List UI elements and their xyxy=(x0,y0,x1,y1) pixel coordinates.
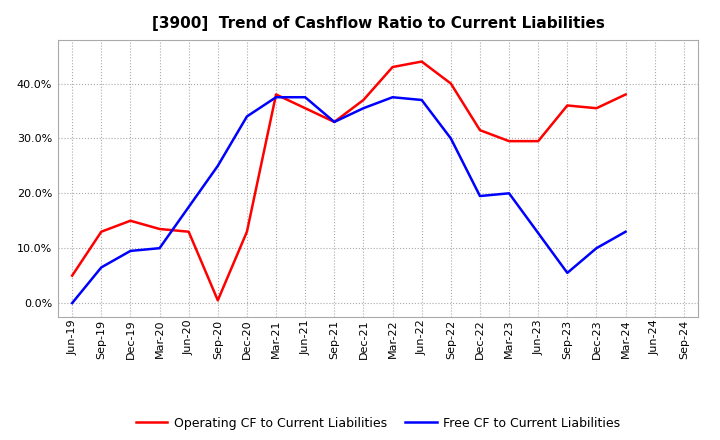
Free CF to Current Liabilities xyxy=(592,246,600,251)
Operating CF to Current Liabilities xyxy=(68,273,76,278)
Free CF to Current Liabilities xyxy=(359,106,368,111)
Operating CF to Current Liabilities xyxy=(592,106,600,111)
Operating CF to Current Liabilities xyxy=(97,229,106,235)
Line: Operating CF to Current Liabilities: Operating CF to Current Liabilities xyxy=(72,62,626,301)
Operating CF to Current Liabilities xyxy=(126,218,135,224)
Operating CF to Current Liabilities xyxy=(271,92,280,97)
Free CF to Current Liabilities xyxy=(271,95,280,100)
Free CF to Current Liabilities xyxy=(68,301,76,306)
Operating CF to Current Liabilities xyxy=(156,226,164,231)
Free CF to Current Liabilities xyxy=(446,136,455,141)
Operating CF to Current Liabilities xyxy=(184,229,193,235)
Operating CF to Current Liabilities xyxy=(388,64,397,70)
Free CF to Current Liabilities xyxy=(126,248,135,253)
Legend: Operating CF to Current Liabilities, Free CF to Current Liabilities: Operating CF to Current Liabilities, Fre… xyxy=(131,412,625,435)
Free CF to Current Liabilities xyxy=(301,95,310,100)
Operating CF to Current Liabilities xyxy=(534,139,543,144)
Operating CF to Current Liabilities xyxy=(359,97,368,103)
Title: [3900]  Trend of Cashflow Ratio to Current Liabilities: [3900] Trend of Cashflow Ratio to Curren… xyxy=(152,16,604,32)
Operating CF to Current Liabilities xyxy=(446,81,455,86)
Free CF to Current Liabilities xyxy=(476,194,485,199)
Free CF to Current Liabilities xyxy=(97,265,106,270)
Operating CF to Current Liabilities xyxy=(563,103,572,108)
Free CF to Current Liabilities xyxy=(563,270,572,275)
Operating CF to Current Liabilities xyxy=(621,92,630,97)
Free CF to Current Liabilities xyxy=(418,97,426,103)
Operating CF to Current Liabilities xyxy=(476,128,485,133)
Free CF to Current Liabilities xyxy=(243,114,251,119)
Operating CF to Current Liabilities xyxy=(330,119,338,125)
Free CF to Current Liabilities xyxy=(505,191,513,196)
Free CF to Current Liabilities xyxy=(621,229,630,235)
Free CF to Current Liabilities xyxy=(330,119,338,125)
Operating CF to Current Liabilities xyxy=(418,59,426,64)
Free CF to Current Liabilities xyxy=(156,246,164,251)
Operating CF to Current Liabilities xyxy=(243,229,251,235)
Operating CF to Current Liabilities xyxy=(301,106,310,111)
Operating CF to Current Liabilities xyxy=(505,139,513,144)
Operating CF to Current Liabilities xyxy=(213,298,222,303)
Line: Free CF to Current Liabilities: Free CF to Current Liabilities xyxy=(72,97,626,303)
Free CF to Current Liabilities xyxy=(388,95,397,100)
Free CF to Current Liabilities xyxy=(213,163,222,169)
